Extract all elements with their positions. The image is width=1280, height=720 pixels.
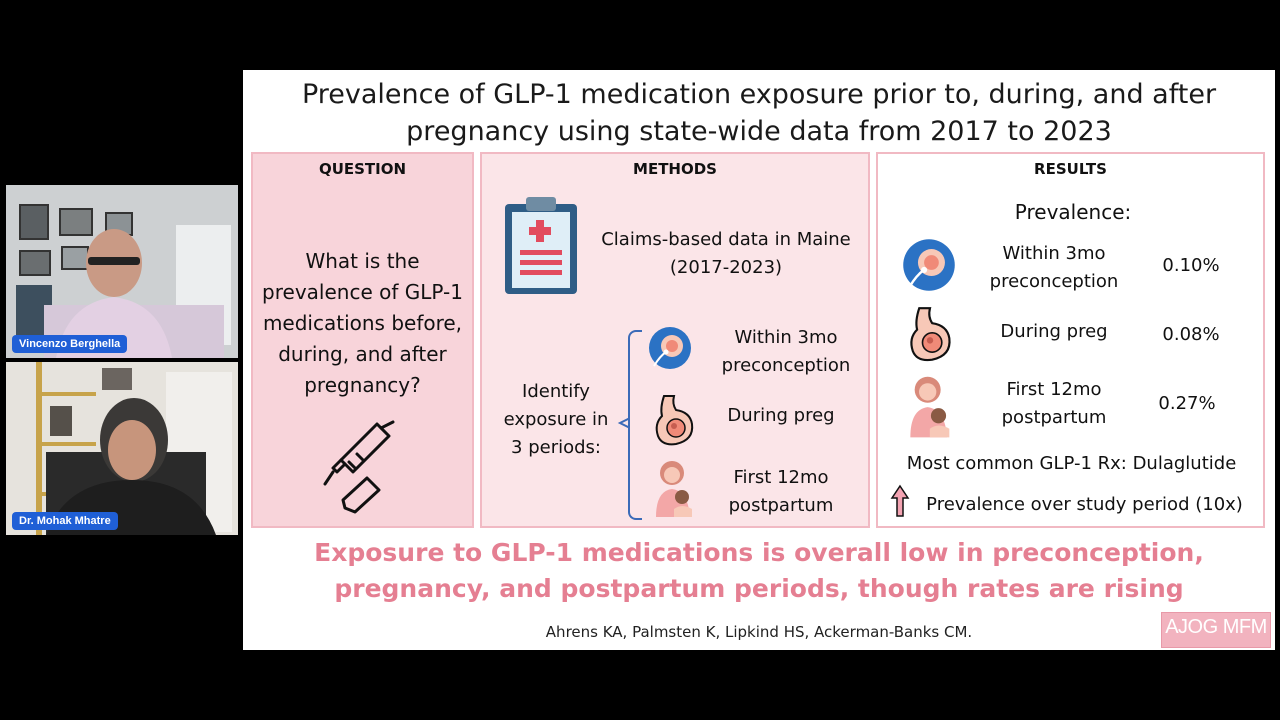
result-preconception-value: 0.10%: [1162, 255, 1220, 276]
prevalence-label: Prevalence:: [1014, 200, 1132, 224]
result-preconception-label: Within 3mo preconception: [989, 243, 1119, 292]
question-text: What is the prevalence of GLP-1 medicati…: [262, 249, 463, 397]
result-postpartum-label: First 12mo postpartum: [1001, 379, 1107, 428]
methods-period-postpartum: First 12mo postpartum: [728, 467, 834, 516]
postpartum-mother-baby-icon: [910, 376, 950, 438]
result-pregnancy-value: 0.08%: [1162, 324, 1220, 345]
methods-panel: METHODS Claims-based data in Maine (2017…: [480, 152, 870, 528]
methods-identify-text: Identify exposure in 3 periods:: [503, 381, 609, 458]
question-heading: QUESTION: [318, 160, 407, 178]
results-heading: RESULTS: [1034, 160, 1107, 178]
prevalence-trend: Prevalence over study period (10x): [926, 494, 1243, 515]
participant-name-badge: Vincenzo Berghella: [12, 335, 128, 353]
bracket-pointer-icon: [617, 417, 630, 429]
clipboard-icon: [505, 197, 577, 294]
pregnancy-icon: [655, 395, 694, 446]
methods-heading: METHODS: [633, 160, 717, 178]
slide-title: Prevalence of GLP-1 medication exposure …: [301, 79, 1217, 147]
participant-video-feed: [6, 362, 238, 535]
authors-citation: Ahrens KA, Palmsten K, Lipkind HS, Acker…: [545, 623, 973, 641]
question-panel: QUESTION What is the prevalence of GLP-1…: [251, 152, 474, 528]
result-pregnancy-label: During preg: [1000, 321, 1108, 342]
participant-video-tile[interactable]: Dr. Mohak Mhatre: [6, 362, 238, 535]
methods-data-source: Claims-based data in Maine (2017-2023): [601, 229, 851, 278]
conception-icon: [649, 327, 691, 369]
most-common-medication: Most common GLP-1 Rx: Dulaglutide: [906, 453, 1237, 474]
result-postpartum-value: 0.27%: [1158, 393, 1216, 414]
injection-pen-icon: [323, 420, 395, 514]
shared-slide: Prevalence of GLP-1 medication exposure …: [243, 70, 1275, 650]
methods-period-pregnancy: During preg: [727, 405, 835, 426]
participant-name-badge: Dr. Mohak Mhatre: [12, 512, 118, 530]
up-arrow-icon: [890, 484, 910, 517]
pregnancy-icon: [910, 307, 951, 362]
participant-video-feed: [6, 185, 238, 358]
conclusion-statement: Exposure to GLP-1 medications is overall…: [314, 538, 1204, 603]
methods-period-preconception: Within 3mo preconception: [721, 327, 851, 376]
journal-logo: AJOG MFM: [1161, 612, 1271, 648]
participant-video-tile[interactable]: Vincenzo Berghella: [6, 185, 238, 358]
bracket-icon: [628, 330, 642, 520]
postpartum-mother-baby-icon: [656, 461, 692, 517]
conception-icon: [903, 239, 955, 291]
results-panel: RESULTS Prevalence: Within 3mo preconcep…: [876, 152, 1265, 528]
